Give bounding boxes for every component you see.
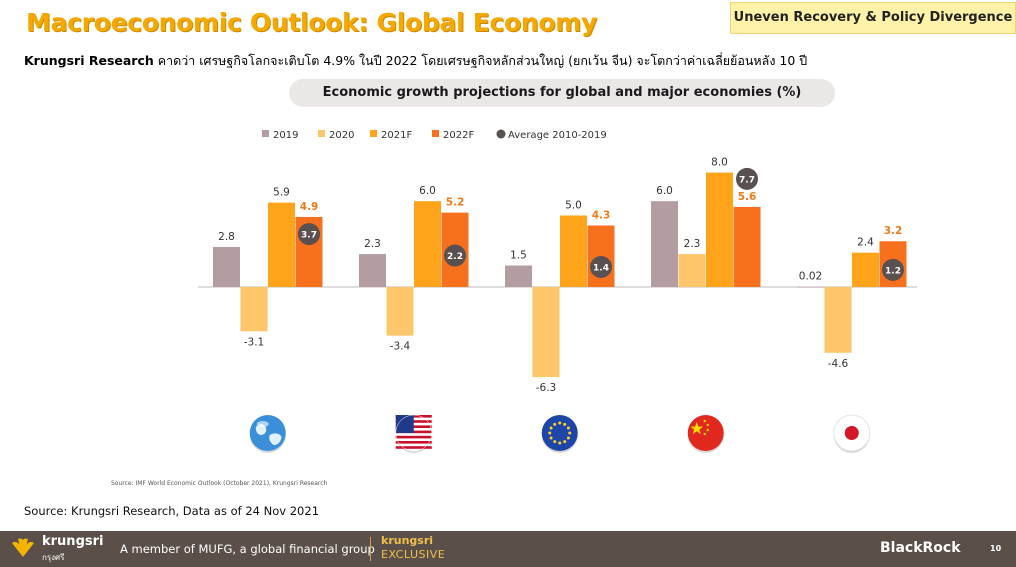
data-label-US-2022F: 5.2 bbox=[446, 197, 465, 209]
bar-China-2021F bbox=[706, 172, 733, 287]
section-tag: Uneven Recovery & Policy Divergence bbox=[730, 2, 1016, 34]
data-label-Eurozone-2021F: 5.0 bbox=[565, 200, 582, 212]
bar-US-2020 bbox=[386, 287, 414, 336]
average-label-Eurozone: 1.4 bbox=[593, 263, 609, 273]
data-label-US-2020: -3.4 bbox=[390, 341, 411, 353]
data-label-Global-2021F: 5.9 bbox=[273, 187, 290, 199]
data-label-Global-2020: -3.1 bbox=[244, 336, 265, 348]
data-label-US-2021F: 6.0 bbox=[419, 185, 436, 197]
bar-China-2020 bbox=[678, 254, 706, 287]
data-label-Global-2022F: 4.9 bbox=[300, 201, 319, 213]
legend-swatch-2020 bbox=[318, 130, 325, 137]
footer-divider bbox=[370, 537, 371, 561]
data-label-China-2020: 2.3 bbox=[684, 238, 701, 250]
legend-swatch-average bbox=[496, 129, 506, 139]
bar-Japan-2019 bbox=[797, 286, 824, 288]
bar-China-2019 bbox=[651, 201, 678, 287]
average-marker-Eurozone bbox=[590, 255, 612, 278]
chart-source: Source: IMF World Economic Outlook (Octo… bbox=[111, 480, 328, 487]
data-label-Eurozone-2019: 1.5 bbox=[510, 250, 527, 262]
bar-Global-2020 bbox=[240, 287, 268, 332]
globe-icon bbox=[249, 415, 286, 453]
data-label-Global-2019: 2.8 bbox=[218, 231, 235, 243]
data-label-Japan-2022F: 3.2 bbox=[884, 225, 903, 237]
bar-Global-2019 bbox=[213, 246, 240, 287]
page-number: 10 bbox=[990, 544, 1002, 553]
bar-Japan-2021F bbox=[852, 252, 879, 287]
average-marker-China bbox=[736, 167, 758, 190]
legend-label-Average 2010-2019: Average 2010-2019 bbox=[508, 130, 607, 141]
average-label-China: 7.7 bbox=[739, 175, 755, 185]
subtitle-text: คาดว่า เศรษฐกิจโลกจะเติบโต 4.9% ในปี 202… bbox=[153, 53, 808, 68]
average-label-Japan: 1.2 bbox=[885, 266, 901, 276]
data-label-China-2021F: 8.0 bbox=[711, 157, 728, 169]
data-label-Eurozone-2020: -6.3 bbox=[536, 382, 557, 394]
data-label-Japan-2021F: 2.4 bbox=[857, 237, 874, 249]
average-marker-Global bbox=[298, 223, 320, 246]
chart-title: Economic growth projections for global a… bbox=[289, 79, 835, 107]
data-label-US-2019: 2.3 bbox=[364, 238, 381, 250]
average-label-Global: 3.7 bbox=[301, 231, 317, 241]
legend-swatch-2021F bbox=[370, 130, 377, 137]
footer-mufg-text: A member of MUFG, a global financial gro… bbox=[120, 542, 375, 556]
footer-logo-name: krungsri bbox=[42, 534, 104, 549]
bar-US-2019 bbox=[359, 254, 386, 287]
footer-exclusive-label: EXCLUSIVE bbox=[381, 548, 446, 561]
eu-flag-icon bbox=[541, 415, 578, 453]
us-flag-icon bbox=[395, 414, 432, 453]
bar-Japan-2020 bbox=[824, 287, 852, 353]
growth-chart: 2019 2020 2021F 2022F Average 2010-2019 2.8 -3… bbox=[198, 129, 917, 453]
data-label-Japan-2019: 0.02 bbox=[799, 271, 822, 283]
data-label-China-2019: 6.0 bbox=[656, 185, 673, 197]
legend-label-2022F: 2022F bbox=[443, 130, 474, 141]
china-flag-icon bbox=[687, 415, 724, 453]
legend-label-2021F: 2021F bbox=[381, 130, 412, 141]
footer-exclusive-brand: krungsri bbox=[381, 534, 434, 547]
legend-swatch-2019 bbox=[262, 130, 269, 137]
legend-label-2020: 2020 bbox=[329, 130, 354, 141]
bar-Eurozone-2020 bbox=[532, 287, 560, 378]
footer-logo-thai: กรุงศรี bbox=[42, 553, 65, 562]
data-label-Japan-2020: -4.6 bbox=[828, 358, 849, 370]
bar-Eurozone-2021F bbox=[560, 215, 587, 287]
legend-label-2019: 2019 bbox=[273, 130, 298, 141]
subtitle-source: Krungsri Research bbox=[24, 53, 154, 68]
footer: krungsri กรุงศรี A member of MUFG, a glo… bbox=[0, 531, 1016, 567]
page-title: Macroeconomic Outlook: Global Economy bbox=[26, 8, 597, 37]
footer-partner-logo: BlackRock bbox=[880, 540, 961, 556]
bar-China-2022F bbox=[733, 206, 761, 287]
legend-swatch-2022F bbox=[432, 130, 439, 137]
bar-Eurozone-2019 bbox=[505, 265, 532, 287]
japan-flag-icon bbox=[833, 414, 871, 453]
bar-US-2021F bbox=[414, 201, 441, 287]
krungsri-logo-icon bbox=[12, 538, 34, 557]
average-marker-US bbox=[444, 244, 466, 267]
page-subtitle: Krungsri Research คาดว่า เศรษฐกิจโลกจะเต… bbox=[24, 51, 807, 71]
average-label-US: 2.2 bbox=[447, 252, 463, 262]
slide-source: Source: Krungsri Research, Data as of 24… bbox=[24, 504, 320, 518]
bar-Global-2021F bbox=[268, 202, 295, 287]
data-label-Eurozone-2022F: 4.3 bbox=[592, 210, 611, 222]
average-marker-Japan bbox=[882, 258, 904, 281]
data-label-China-2022F: 5.6 bbox=[738, 191, 757, 203]
